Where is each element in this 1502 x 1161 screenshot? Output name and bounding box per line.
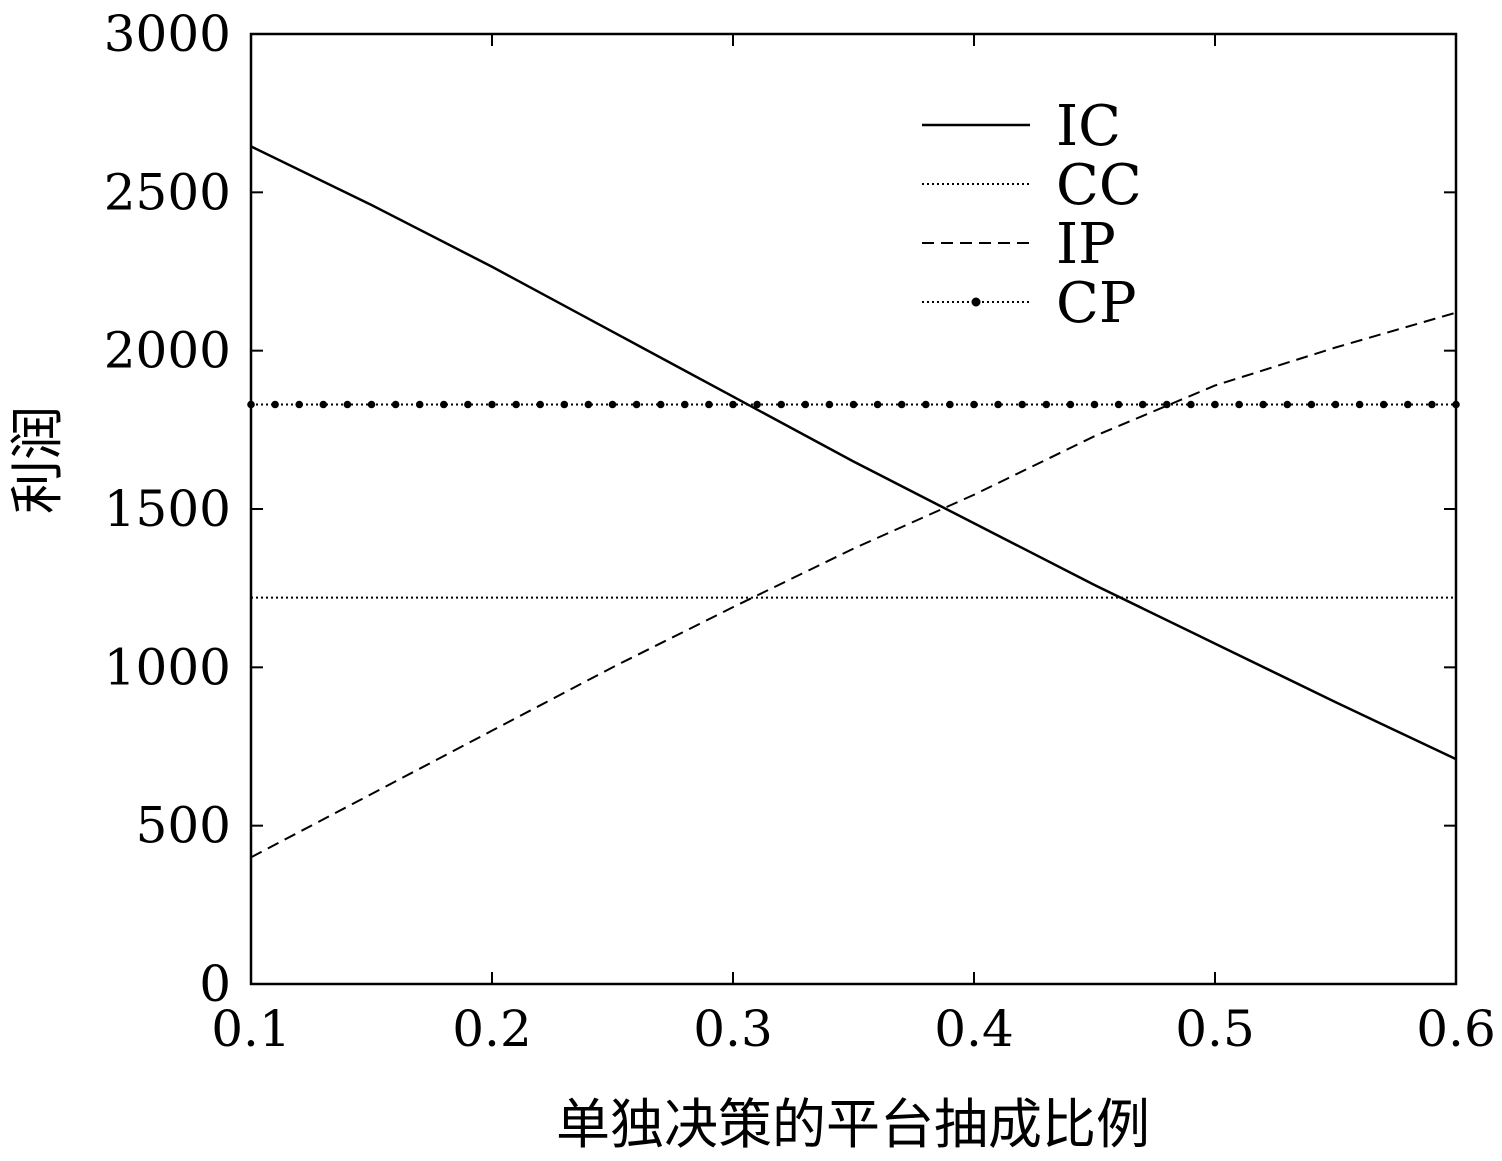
x-tick-label: 0.3 [693, 1000, 773, 1058]
series-marker-cp [777, 400, 785, 409]
series-marker-cp [681, 400, 689, 409]
series-layer [247, 145, 1460, 859]
x-tick-label: 0.5 [1175, 1000, 1255, 1058]
series-marker-cp [922, 400, 930, 409]
series-marker-cp [849, 400, 858, 409]
series-marker-cp [343, 400, 352, 409]
series-marker-cp [1259, 400, 1267, 409]
y-tick-label: 1500 [104, 480, 231, 538]
series-marker-cp [1042, 400, 1051, 409]
series-marker-cp [1211, 400, 1219, 409]
series-marker-cp [367, 400, 376, 409]
series-marker-cp [994, 400, 1002, 409]
y-tick-label: 1000 [104, 638, 231, 696]
x-tick-label: 0.6 [1416, 1000, 1496, 1058]
series-marker-cp [512, 400, 520, 409]
series-marker-cp [560, 400, 569, 409]
series-marker-cp [319, 400, 328, 409]
series-marker-cp [1283, 400, 1292, 409]
series-marker-cp [1235, 400, 1243, 409]
series-marker-cp [271, 400, 279, 409]
series-line-ip [250, 311, 1457, 859]
series-marker-cp [391, 400, 400, 409]
series-marker-cp [247, 400, 255, 409]
x-axis-label: 单独决策的平台抽成比例 [556, 1093, 1150, 1156]
series-marker-cp [946, 400, 954, 409]
series-marker-cp [295, 400, 304, 409]
series-marker-cp [440, 400, 448, 409]
series-marker-cp [1114, 400, 1123, 409]
legend-label-cc: CC [1056, 153, 1142, 218]
series-marker-cp [1090, 400, 1099, 409]
series-marker-cp [1404, 400, 1412, 409]
series-marker-cp [536, 400, 544, 409]
series-marker-cp [488, 400, 496, 409]
x-tick-label: 0.4 [934, 1000, 1014, 1058]
series-marker-cp [656, 400, 665, 409]
series-marker-cp [801, 400, 810, 409]
y-tick-label: 0 [199, 955, 231, 1013]
series-marker-cp [1452, 400, 1460, 409]
series-marker-cp [415, 400, 424, 409]
y-tick-label: 2500 [104, 163, 231, 221]
series-marker-cp [970, 400, 978, 409]
series-marker-cp [1307, 400, 1316, 409]
series-marker-cp [1138, 400, 1147, 409]
y-tick-label: 500 [136, 797, 231, 855]
legend-label-ic: IC [1056, 94, 1121, 159]
series-marker-cp [873, 400, 882, 409]
series-marker-cp [729, 400, 737, 409]
legend-marker-cp [971, 297, 981, 307]
legend-label-ip: IP [1056, 212, 1116, 277]
plot-frame [249, 32, 1458, 986]
y-tick-label: 3000 [104, 5, 231, 63]
y-tick-label: 2000 [104, 322, 231, 380]
series-marker-cp [1187, 400, 1195, 409]
series-marker-cp [632, 400, 641, 409]
series-marker-cp [1018, 400, 1026, 409]
series-marker-cp [1355, 400, 1364, 409]
series-marker-cp [1163, 400, 1171, 409]
series-marker-cp [464, 400, 472, 409]
y-axis-label: 利润 [6, 406, 69, 514]
series-marker-cp [1379, 400, 1388, 409]
series-marker-cp [825, 400, 834, 409]
axis-ticks [250, 33, 1457, 985]
series-line-ic [250, 145, 1457, 761]
x-tick-label: 0.2 [452, 1000, 532, 1058]
series-marker-cp [897, 400, 906, 409]
series-marker-cp [1331, 400, 1340, 409]
series-marker-cp [753, 400, 761, 409]
axis-tick-labels: 0.1 0.2 0.3 0.4 0.5 0.6 0 500 1000 1500 2000 2500 30… [104, 5, 1496, 1058]
series-marker-cp [584, 400, 593, 409]
series-marker-cp [608, 400, 617, 409]
series-marker-cp [1428, 400, 1436, 409]
legend-label-cp: CP [1056, 271, 1137, 336]
series-marker-cp [705, 400, 713, 409]
series-marker-cp [1066, 400, 1075, 409]
x-tick-label: 0.1 [211, 1000, 291, 1058]
